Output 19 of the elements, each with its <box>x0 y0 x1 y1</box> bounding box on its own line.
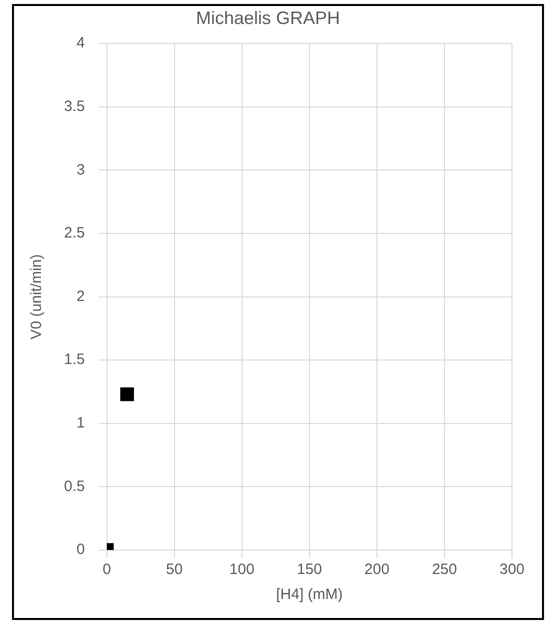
y-tick-label: 3.5 <box>64 98 85 116</box>
x-tick-label: 100 <box>229 561 254 578</box>
y-tick-label: 1.5 <box>64 351 85 368</box>
y-tick-label: 2 <box>76 288 85 305</box>
y-tick-label: 0.5 <box>64 478 85 495</box>
y-tick-label: 1 <box>76 414 85 432</box>
x-tick-label: 50 <box>166 561 183 578</box>
y-axis-title: V0 (unit/min) <box>28 254 46 340</box>
x-tick-label: 150 <box>296 561 322 578</box>
x-tick-label: 200 <box>364 561 390 578</box>
x-axis-title: [H4] (mM) <box>276 586 343 604</box>
x-tick-label: 0 <box>102 561 112 578</box>
y-tick-label: 2.5 <box>64 224 85 242</box>
y-tick-label: 0 <box>76 541 85 558</box>
chart-title: Michaelis GRAPH <box>196 8 340 28</box>
y-tick-label: 3 <box>76 161 85 178</box>
y-tick-label: 4 <box>76 34 85 52</box>
x-tick-label: 250 <box>432 561 457 578</box>
x-tick-label: 300 <box>499 561 525 578</box>
